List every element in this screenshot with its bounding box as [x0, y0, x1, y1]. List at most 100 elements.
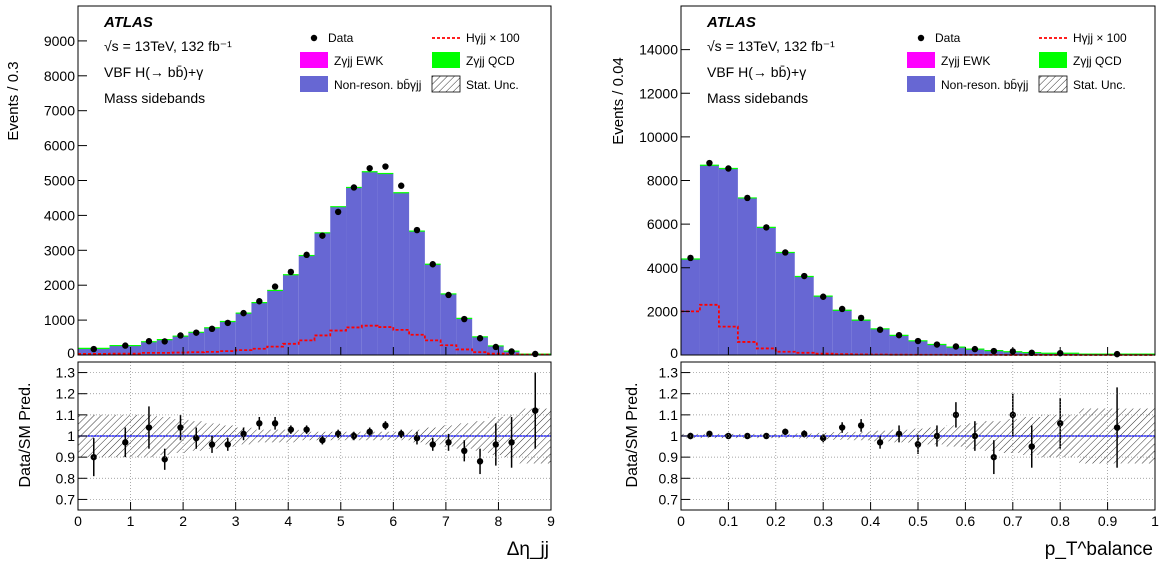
data-point [208, 325, 216, 333]
signal-line [78, 324, 551, 356]
ratio-point [271, 420, 279, 427]
x-tick-label: 6 [389, 513, 397, 529]
legend-qcd-label: Zγjj QCD [1073, 54, 1122, 68]
info-label: Mass sidebands [707, 90, 808, 106]
data-point [532, 350, 539, 358]
ratio-point [287, 426, 295, 433]
x-axis-title: Δη_jj [507, 539, 549, 560]
x-tick-label: 9 [547, 513, 555, 529]
x-tick-label: 0.5 [908, 513, 928, 529]
ratio-y-tick-label: 0.9 [56, 449, 76, 465]
data-point [177, 332, 184, 339]
background-bar [737, 197, 757, 355]
y-tick-label: 2000 [44, 277, 75, 293]
ratio-point [725, 432, 732, 440]
info-label: Mass sidebands [104, 90, 205, 106]
data-point [914, 337, 922, 345]
ratio-point [801, 430, 808, 438]
background-bar [794, 276, 814, 355]
data-point [303, 251, 310, 259]
y-tick-label: 12000 [639, 85, 678, 101]
ratio-point [350, 432, 358, 440]
background-bar [361, 171, 378, 355]
background-bar [298, 255, 315, 355]
ratio-point [193, 434, 200, 442]
y-tick-label: 6000 [647, 216, 678, 232]
ratio-point [971, 432, 979, 440]
data-point [476, 335, 484, 342]
y-axis-title: Events / 0.04 [610, 57, 627, 145]
legend-background-swatch [300, 76, 328, 92]
background-bar [456, 318, 473, 355]
ratio-point [895, 430, 903, 438]
data-point [90, 345, 97, 353]
background-bar [775, 252, 795, 355]
ratio-point [177, 424, 184, 431]
data-point [145, 338, 153, 345]
x-axis-title: p_T^balance [1045, 539, 1153, 560]
background-bar [756, 227, 776, 355]
ratio-point [1009, 411, 1016, 419]
legend-stat-unc-swatch [431, 75, 461, 93]
y-tick-label-zero: 0 [670, 345, 678, 361]
data-point [350, 184, 358, 191]
legend-background-label: Non-reson. bb̄γjj [941, 78, 1028, 92]
ratio-point [319, 437, 326, 444]
x-tick-label: 0.6 [956, 513, 976, 529]
background-bar [424, 264, 441, 355]
y-tick-label: 1000 [44, 312, 75, 328]
data-point [782, 249, 789, 256]
x-tick-label: 5 [337, 513, 345, 529]
legend-stat-unc-label: Stat. Unc. [466, 78, 519, 92]
ratio-y-tick-label: 1.3 [56, 365, 76, 381]
legend-data-label: Data [328, 31, 354, 45]
background-bar [472, 336, 488, 355]
legend-data-marker [310, 34, 318, 42]
background-bar [377, 173, 394, 355]
background-bar [251, 302, 268, 355]
ratio-y-tick-label: 1.1 [56, 407, 76, 423]
legend-ewk-label: Zγjj EWK [941, 54, 990, 68]
data-point [319, 232, 326, 239]
ratio-point [366, 428, 373, 435]
background-bar [699, 165, 719, 355]
x-tick-label: 0.8 [1050, 513, 1070, 529]
y-tick-label: 9000 [44, 33, 75, 49]
ratio-y-tick-label: 0.7 [659, 491, 679, 507]
data-point [161, 338, 168, 345]
background-bar [927, 344, 947, 355]
ratio-point [382, 422, 389, 429]
ratio-point [763, 432, 770, 440]
data-point [445, 291, 452, 299]
y-tick-label: 10000 [639, 129, 678, 145]
x-tick-label: 4 [284, 513, 292, 529]
ratio-point [782, 428, 789, 435]
ratio-point [857, 422, 865, 429]
ratio-point [461, 447, 468, 454]
ratio-point [820, 434, 827, 442]
background-bar [188, 332, 205, 355]
data-point [240, 309, 247, 317]
y-tick-label: 7000 [44, 103, 75, 119]
ratio-point [1028, 443, 1035, 450]
info-label: √s = 13TeV, 132 fb⁻¹ [104, 38, 232, 54]
background-bar [235, 313, 252, 355]
signal-line [681, 303, 1155, 356]
data-point [287, 268, 295, 276]
data-point [820, 293, 827, 300]
data-point [122, 342, 129, 349]
legend-qcd-label: Zγjj QCD [466, 54, 515, 68]
data-point [492, 343, 500, 351]
experiment-label: ATLAS [706, 14, 756, 31]
ratio-point [208, 441, 216, 448]
x-tick-label: 0.4 [861, 513, 881, 529]
data-point [334, 208, 342, 216]
ratio-point [876, 439, 884, 446]
ratio-point [952, 411, 960, 419]
x-tick-label: 1 [127, 513, 135, 529]
background-bar [832, 310, 852, 355]
x-tick-label: 0.9 [1098, 513, 1118, 529]
data-point [838, 305, 846, 313]
background-bar [267, 290, 283, 355]
y-tick-label: 3000 [44, 242, 75, 258]
